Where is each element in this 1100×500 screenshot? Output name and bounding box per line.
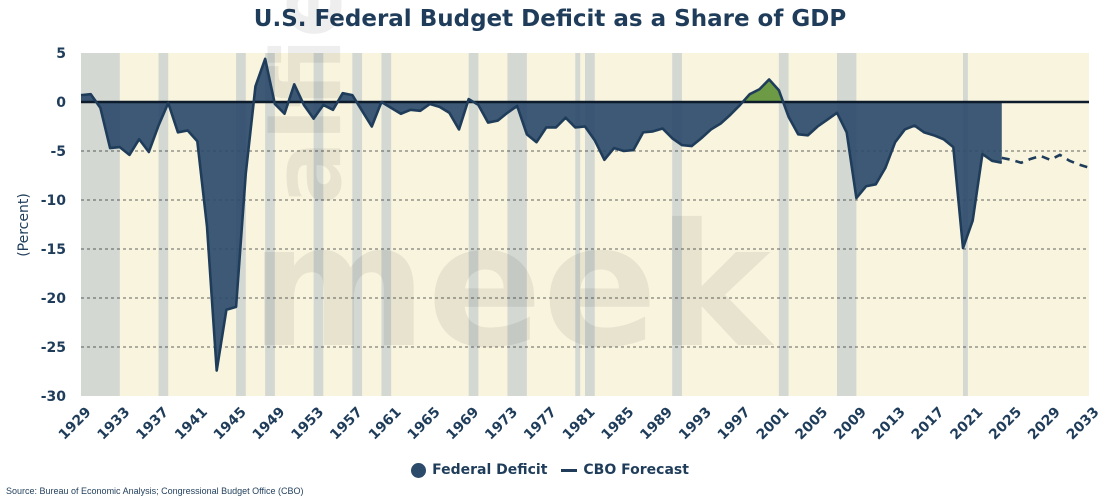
watermark-logo: alfie meek [250,0,775,386]
y-tick-label: -5 [50,144,66,160]
gridlines [81,150,1089,348]
x-tick-label: 2029 [1025,404,1064,443]
x-tick-label: 1929 [56,404,95,443]
x-tick-label: 1949 [250,404,289,443]
cbo-forecast-line [1001,153,1090,169]
x-tick-label: 1953 [288,404,327,443]
recession-band [352,53,363,396]
x-tick-label: 1937 [133,404,172,443]
x-tick-label: 2001 [754,404,793,443]
y-axis-label: (Percent) [16,193,32,257]
recession-band [507,53,527,396]
legend-label: Federal Deficit [432,462,548,478]
x-tick-label: 2033 [1064,404,1100,443]
recession-band [468,53,479,396]
svg-text:meek: meek [250,188,775,386]
x-tick-label: 1981 [560,404,599,443]
recession-band [575,53,581,396]
x-tick-label: 2025 [986,404,1025,443]
y-tick-label: -30 [41,389,67,405]
x-tick-label: 2013 [870,404,909,443]
deficit-area [81,58,1002,371]
x-tick-label: 1993 [676,404,715,443]
surplus-fill-green [745,79,788,102]
y-tick-label: 5 [56,46,66,62]
y-tick-label: -20 [41,291,67,307]
source-note: Source: Bureau of Economic Analysis; Con… [6,486,304,496]
recession-band [381,53,392,396]
x-tick-label: 1945 [211,404,250,443]
recession-band [585,53,595,396]
series-lines [80,57,1090,372]
y-axis-ticks: 5 0 -5 -10 -15 -20 -25 -30 [41,46,67,405]
x-tick-label: 1977 [521,404,560,443]
recession-band [313,53,324,396]
x-tick-label: 1985 [599,404,638,443]
legend: Federal Deficit CBO Forecast [0,462,1100,478]
y-tick-label: -15 [41,242,66,258]
legend-item-cbo-forecast: CBO Forecast [561,462,689,478]
legend-label: CBO Forecast [583,462,689,478]
x-tick-label: 1961 [366,404,405,443]
recession-band [265,53,275,396]
x-tick-label: 1965 [405,404,444,443]
x-tick-label: 1969 [443,404,482,443]
recession-band [672,53,682,396]
legend-item-federal-deficit: Federal Deficit [411,462,547,478]
x-tick-label: 2005 [792,404,831,443]
x-tick-label: 2017 [909,404,948,443]
x-tick-label: 1957 [327,404,366,443]
x-axis-ticks: 1929 1933 1937 1941 1945 1949 1953 1957 1961 1965… [56,404,1100,443]
y-tick-label: 0 [56,95,66,111]
x-tick-label: 1997 [715,404,754,443]
y-tick-label: -25 [41,340,66,356]
x-tick-label: 2009 [831,404,870,443]
chart-title: U.S. Federal Budget Deficit as a Share o… [253,6,847,32]
x-tick-label: 1933 [95,404,134,443]
recession-band [158,53,169,396]
recession-bands [81,53,968,396]
x-tick-label: 1973 [482,404,521,443]
x-tick-label: 2021 [947,404,986,443]
federal-deficit-line [80,57,1003,372]
circle-marker-icon [411,462,427,478]
dash-line-icon [561,468,578,472]
x-tick-label: 1989 [637,404,676,443]
recession-band [778,53,789,396]
x-tick-label: 1941 [172,404,211,443]
y-tick-label: -10 [41,193,67,209]
